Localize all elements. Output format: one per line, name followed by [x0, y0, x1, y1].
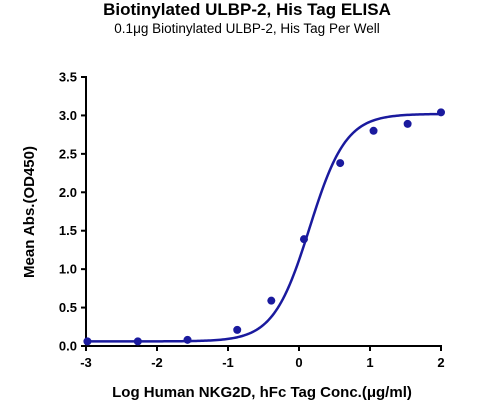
x-tick-label: -1 [222, 355, 234, 370]
data-point [336, 159, 345, 168]
x-axis-label: Log Human NKG2D, hFc Tag Conc.(μg/ml) [112, 384, 412, 400]
data-point [299, 235, 308, 244]
data-point [183, 335, 192, 344]
x-tick-label: 0 [295, 355, 302, 370]
y-tick-label: 0.5 [59, 300, 77, 315]
x-tick-label: -2 [151, 355, 163, 370]
x-tick-label: 2 [437, 355, 444, 370]
data-point [437, 108, 445, 117]
y-axis-label: Mean Abs.(OD450) [21, 146, 38, 278]
data-point [233, 325, 242, 334]
data-points [83, 108, 445, 346]
y-tick-label: 3.0 [59, 108, 77, 123]
data-point [403, 119, 412, 128]
y-tick-label: 2.0 [59, 185, 77, 200]
y-tick-label: 3.5 [59, 70, 77, 85]
y-tick-label: 1.0 [59, 262, 77, 277]
data-point [83, 337, 92, 346]
data-point [133, 337, 142, 346]
fit-curve [86, 112, 442, 343]
chart-title: Biotinylated ULBP-2, His Tag ELISA [103, 0, 391, 19]
y-tick-label: 0.0 [59, 339, 77, 354]
x-tick-label: 1 [366, 355, 373, 370]
axes [85, 76, 442, 347]
chart-subtitle: 0.1μg Biotinylated ULBP-2, His Tag Per W… [114, 21, 379, 36]
y-tick-label: 2.5 [59, 146, 77, 161]
x-tick-label: -3 [80, 355, 92, 370]
data-point [369, 126, 378, 135]
data-point [267, 296, 276, 305]
y-tick-label: 1.5 [59, 223, 77, 238]
ticks: 0.0 0.5 1.0 1.5 2.0 2.5 3.0 3.5 -3 -2 -1 0 1 2 [59, 70, 445, 371]
